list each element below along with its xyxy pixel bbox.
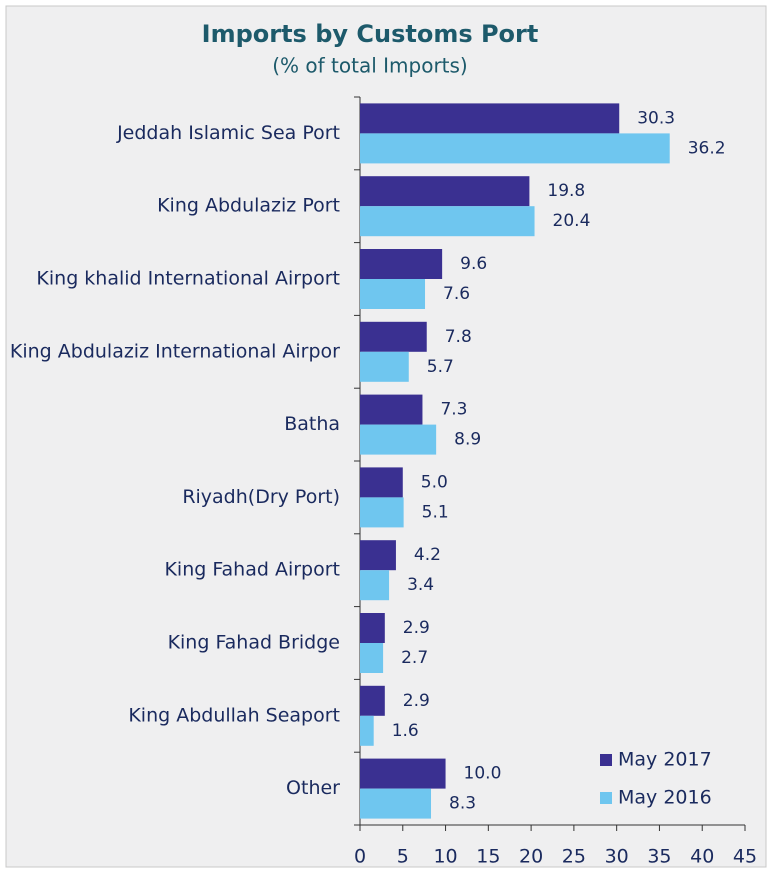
legend-swatch	[600, 754, 612, 766]
x-tick-label: 15	[476, 846, 500, 868]
x-tick-label: 45	[733, 846, 757, 868]
x-tick-label: 20	[519, 846, 543, 868]
value-label: 1.6	[392, 721, 419, 741]
value-label: 2.7	[401, 648, 428, 668]
bar	[360, 540, 396, 571]
chart-title: Imports by Customs Port	[202, 20, 539, 48]
y-tick-label: King Abdulaziz Port	[157, 195, 340, 217]
y-tick-label: King Fahad Bridge	[168, 632, 340, 654]
bar	[360, 788, 432, 819]
value-label: 2.9	[403, 618, 430, 638]
bar	[360, 424, 437, 455]
x-tick-label: 25	[562, 846, 586, 868]
bar	[360, 321, 427, 352]
x-tick-label: 10	[433, 846, 457, 868]
bar	[360, 570, 390, 601]
bar	[360, 206, 535, 237]
bar	[360, 643, 384, 673]
legend-swatch	[600, 792, 612, 804]
bar	[360, 497, 404, 528]
legend-label: May 2017	[618, 749, 712, 771]
bar	[360, 715, 374, 746]
value-label: 5.1	[422, 502, 449, 522]
value-label: 36.2	[688, 138, 726, 158]
x-tick-label: 30	[605, 846, 629, 868]
y-tick-label: Batha	[284, 413, 340, 435]
value-label: 3.4	[407, 575, 434, 595]
x-tick-label: 0	[354, 846, 366, 868]
bar	[360, 758, 446, 789]
bar	[360, 249, 443, 279]
value-label: 7.3	[440, 400, 467, 420]
value-label: 20.4	[553, 211, 591, 231]
value-label: 5.7	[427, 357, 454, 377]
legend-label: May 2016	[618, 787, 712, 809]
bar	[360, 613, 385, 643]
y-tick-label: King Abdullah Seaport	[128, 704, 340, 726]
y-tick-label: Riyadh(Dry Port)	[182, 486, 340, 508]
y-tick-label: Other	[286, 777, 340, 799]
x-tick-label: 5	[397, 846, 409, 868]
x-tick-label: 40	[690, 846, 714, 868]
value-label: 30.3	[637, 108, 675, 128]
value-label: 7.6	[443, 284, 470, 304]
value-label: 9.6	[460, 254, 487, 274]
value-label: 7.8	[445, 327, 472, 347]
bar	[360, 351, 409, 382]
value-label: 8.3	[449, 794, 476, 814]
bar	[360, 133, 670, 164]
y-tick-label: King Fahad Airport	[164, 559, 340, 581]
value-label: 19.8	[547, 181, 585, 201]
value-label: 8.9	[454, 430, 481, 450]
bar	[360, 176, 530, 207]
bar	[360, 467, 403, 498]
y-tick-label: King Abdulaziz International Airpor	[10, 340, 340, 362]
x-tick-label: 35	[647, 846, 671, 868]
value-label: 4.2	[414, 545, 441, 565]
value-label: 5.0	[421, 472, 448, 492]
bar	[360, 394, 423, 425]
bar	[360, 279, 426, 309]
bar	[360, 685, 385, 716]
value-label: 10.0	[464, 764, 502, 784]
y-tick-label: Jeddah Islamic Sea Port	[116, 122, 340, 144]
y-tick-label: King khalid International Airport	[36, 268, 340, 290]
chart-subtitle: (% of total Imports)	[272, 54, 468, 78]
bar	[360, 103, 620, 134]
value-label: 2.9	[403, 691, 430, 711]
